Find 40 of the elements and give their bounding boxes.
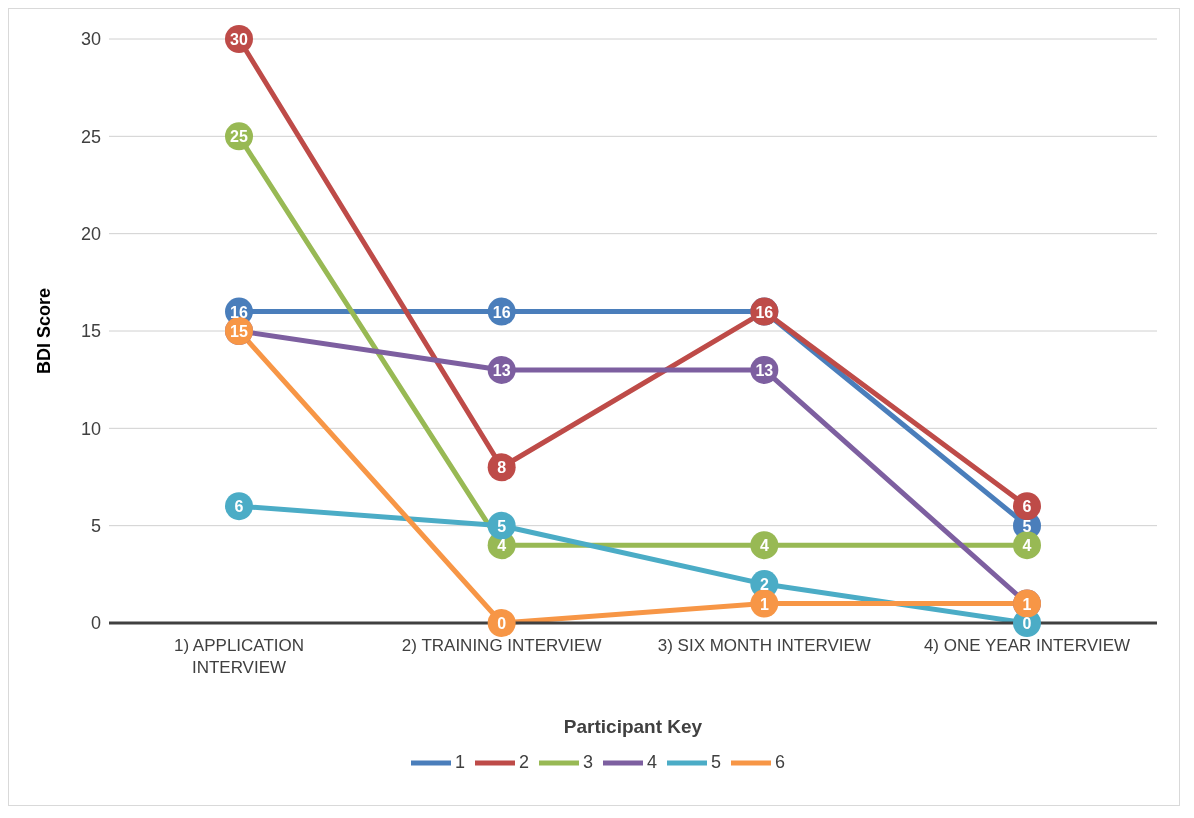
data-label: 0 [497, 615, 507, 632]
y-tick-label: 10 [80, 418, 101, 439]
data-label: 0 [1022, 615, 1032, 632]
y-tick-label: 20 [80, 224, 101, 245]
data-label: 4 [759, 537, 769, 555]
data-label: 16 [492, 303, 511, 321]
data-label: 16 [230, 303, 248, 321]
legend-label: 1 [454, 751, 465, 772]
x-tick-label: 2) TRAINING INTERVIEW [401, 636, 602, 655]
data-label: 5 [497, 517, 507, 535]
y-tick-label: 0 [90, 613, 101, 634]
legend-label: 3 [582, 751, 593, 772]
y-tick-label: 30 [80, 29, 101, 50]
data-label: 4 [497, 537, 507, 555]
data-label: 15 [230, 323, 248, 340]
data-label: 1 [759, 595, 769, 613]
legend-label: 4 [647, 751, 658, 772]
data-label: 1 [1022, 595, 1032, 613]
data-label: 5 [1022, 517, 1032, 535]
data-label: 6 [234, 498, 244, 516]
x-tick-label: 4) ONE YEAR INTERVIEW [923, 636, 1131, 655]
data-label: 16 [755, 303, 774, 321]
data-label: 25 [230, 128, 248, 146]
data-label: 30 [230, 31, 248, 48]
x-tick-label: 3) SIX MONTH INTERVIEW [657, 636, 871, 655]
legend-label: 2 [518, 751, 529, 772]
data-label: 4 [1022, 537, 1032, 555]
x-axis-title: Participant Key [563, 716, 703, 737]
data-label: 13 [492, 361, 511, 379]
y-axis-title: BDI Score [34, 287, 55, 375]
legend-label: 6 [775, 751, 786, 772]
legend-label: 5 [711, 751, 722, 772]
x-tick-label: 1) APPLICATION INTERVIEW [173, 636, 305, 677]
y-tick-label: 5 [90, 516, 101, 537]
data-label: 6 [1022, 498, 1032, 516]
data-label: 13 [755, 361, 774, 379]
data-label: 2 [759, 576, 769, 594]
y-tick-label: 15 [80, 321, 101, 342]
y-tick-label: 25 [80, 126, 101, 147]
data-label: 8 [497, 459, 507, 477]
